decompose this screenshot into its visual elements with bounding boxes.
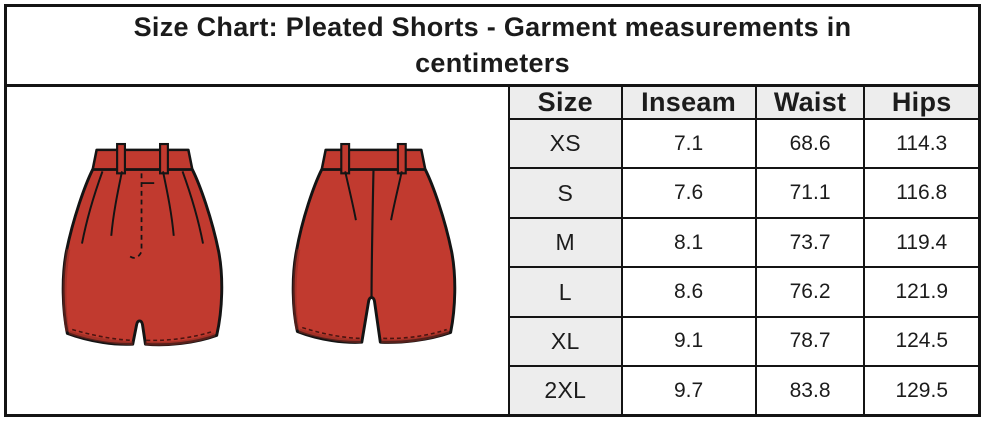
- hips-value: 129.5: [863, 365, 978, 414]
- page-title-line-1: Size Chart: Pleated Shorts - Garment mea…: [133, 11, 852, 42]
- size-label: L: [508, 266, 623, 318]
- belt-loop: [339, 142, 350, 174]
- hips-value: 116.8: [863, 167, 978, 219]
- size-label: 2XL: [508, 365, 623, 414]
- size-label: S: [508, 167, 623, 219]
- hips-value: 121.9: [863, 266, 978, 318]
- table-row: L 8.6 76.2 121.9: [508, 266, 978, 318]
- hips-value: 114.3: [863, 117, 978, 170]
- belt-loop: [396, 142, 407, 174]
- column-header-waist: Waist: [754, 87, 866, 120]
- size-label: M: [508, 216, 623, 269]
- size-table: Size Inseam Waist Hips XS 7.1 68.6 114.3…: [508, 87, 978, 414]
- size-label: XL: [508, 315, 623, 368]
- inseam-value: 7.6: [620, 167, 757, 219]
- table-header-row: Size Inseam Waist Hips: [508, 87, 978, 120]
- table-row: XL 9.1 78.7 124.5: [508, 315, 978, 368]
- waist-value: 76.2: [754, 266, 866, 318]
- page-title-line-2: centimeters: [415, 47, 570, 78]
- illustration-panel: [7, 87, 508, 414]
- inseam-value: 9.7: [620, 365, 757, 414]
- inseam-value: 8.6: [620, 266, 757, 318]
- column-header-inseam: Inseam: [620, 87, 757, 120]
- waist-value: 68.6: [754, 117, 866, 170]
- pleated-shorts-front-illustration: [61, 142, 223, 346]
- size-chart-card: Size Chart: Pleated Shorts - Garment mea…: [4, 4, 981, 417]
- hips-value: 124.5: [863, 315, 978, 368]
- column-header-size: Size: [508, 87, 623, 120]
- table-row: 2XL 9.7 83.8 129.5: [508, 365, 978, 414]
- inseam-value: 8.1: [620, 216, 757, 269]
- waist-value: 73.7: [754, 216, 866, 269]
- size-table-panel: Size Inseam Waist Hips XS 7.1 68.6 114.3…: [508, 87, 978, 414]
- inseam-value: 9.1: [620, 315, 757, 368]
- table-row: S 7.6 71.1 116.8: [508, 167, 978, 219]
- table-row: M 8.1 73.7 119.4: [508, 216, 978, 269]
- hips-value: 119.4: [863, 216, 978, 269]
- table-row: XS 7.1 68.6 114.3: [508, 117, 978, 170]
- inseam-value: 7.1: [620, 117, 757, 170]
- belt-loop: [158, 142, 169, 174]
- waist-value: 71.1: [754, 167, 866, 219]
- size-label: XS: [508, 117, 623, 170]
- page-title: Size Chart: Pleated Shorts - Garment mea…: [7, 7, 978, 87]
- column-header-hips: Hips: [863, 87, 978, 120]
- content-area: Size Inseam Waist Hips XS 7.1 68.6 114.3…: [7, 87, 978, 414]
- waist-value: 83.8: [754, 365, 866, 414]
- pleated-shorts-back-illustration: [291, 142, 456, 344]
- waist-value: 78.7: [754, 315, 866, 368]
- belt-loop: [115, 142, 126, 174]
